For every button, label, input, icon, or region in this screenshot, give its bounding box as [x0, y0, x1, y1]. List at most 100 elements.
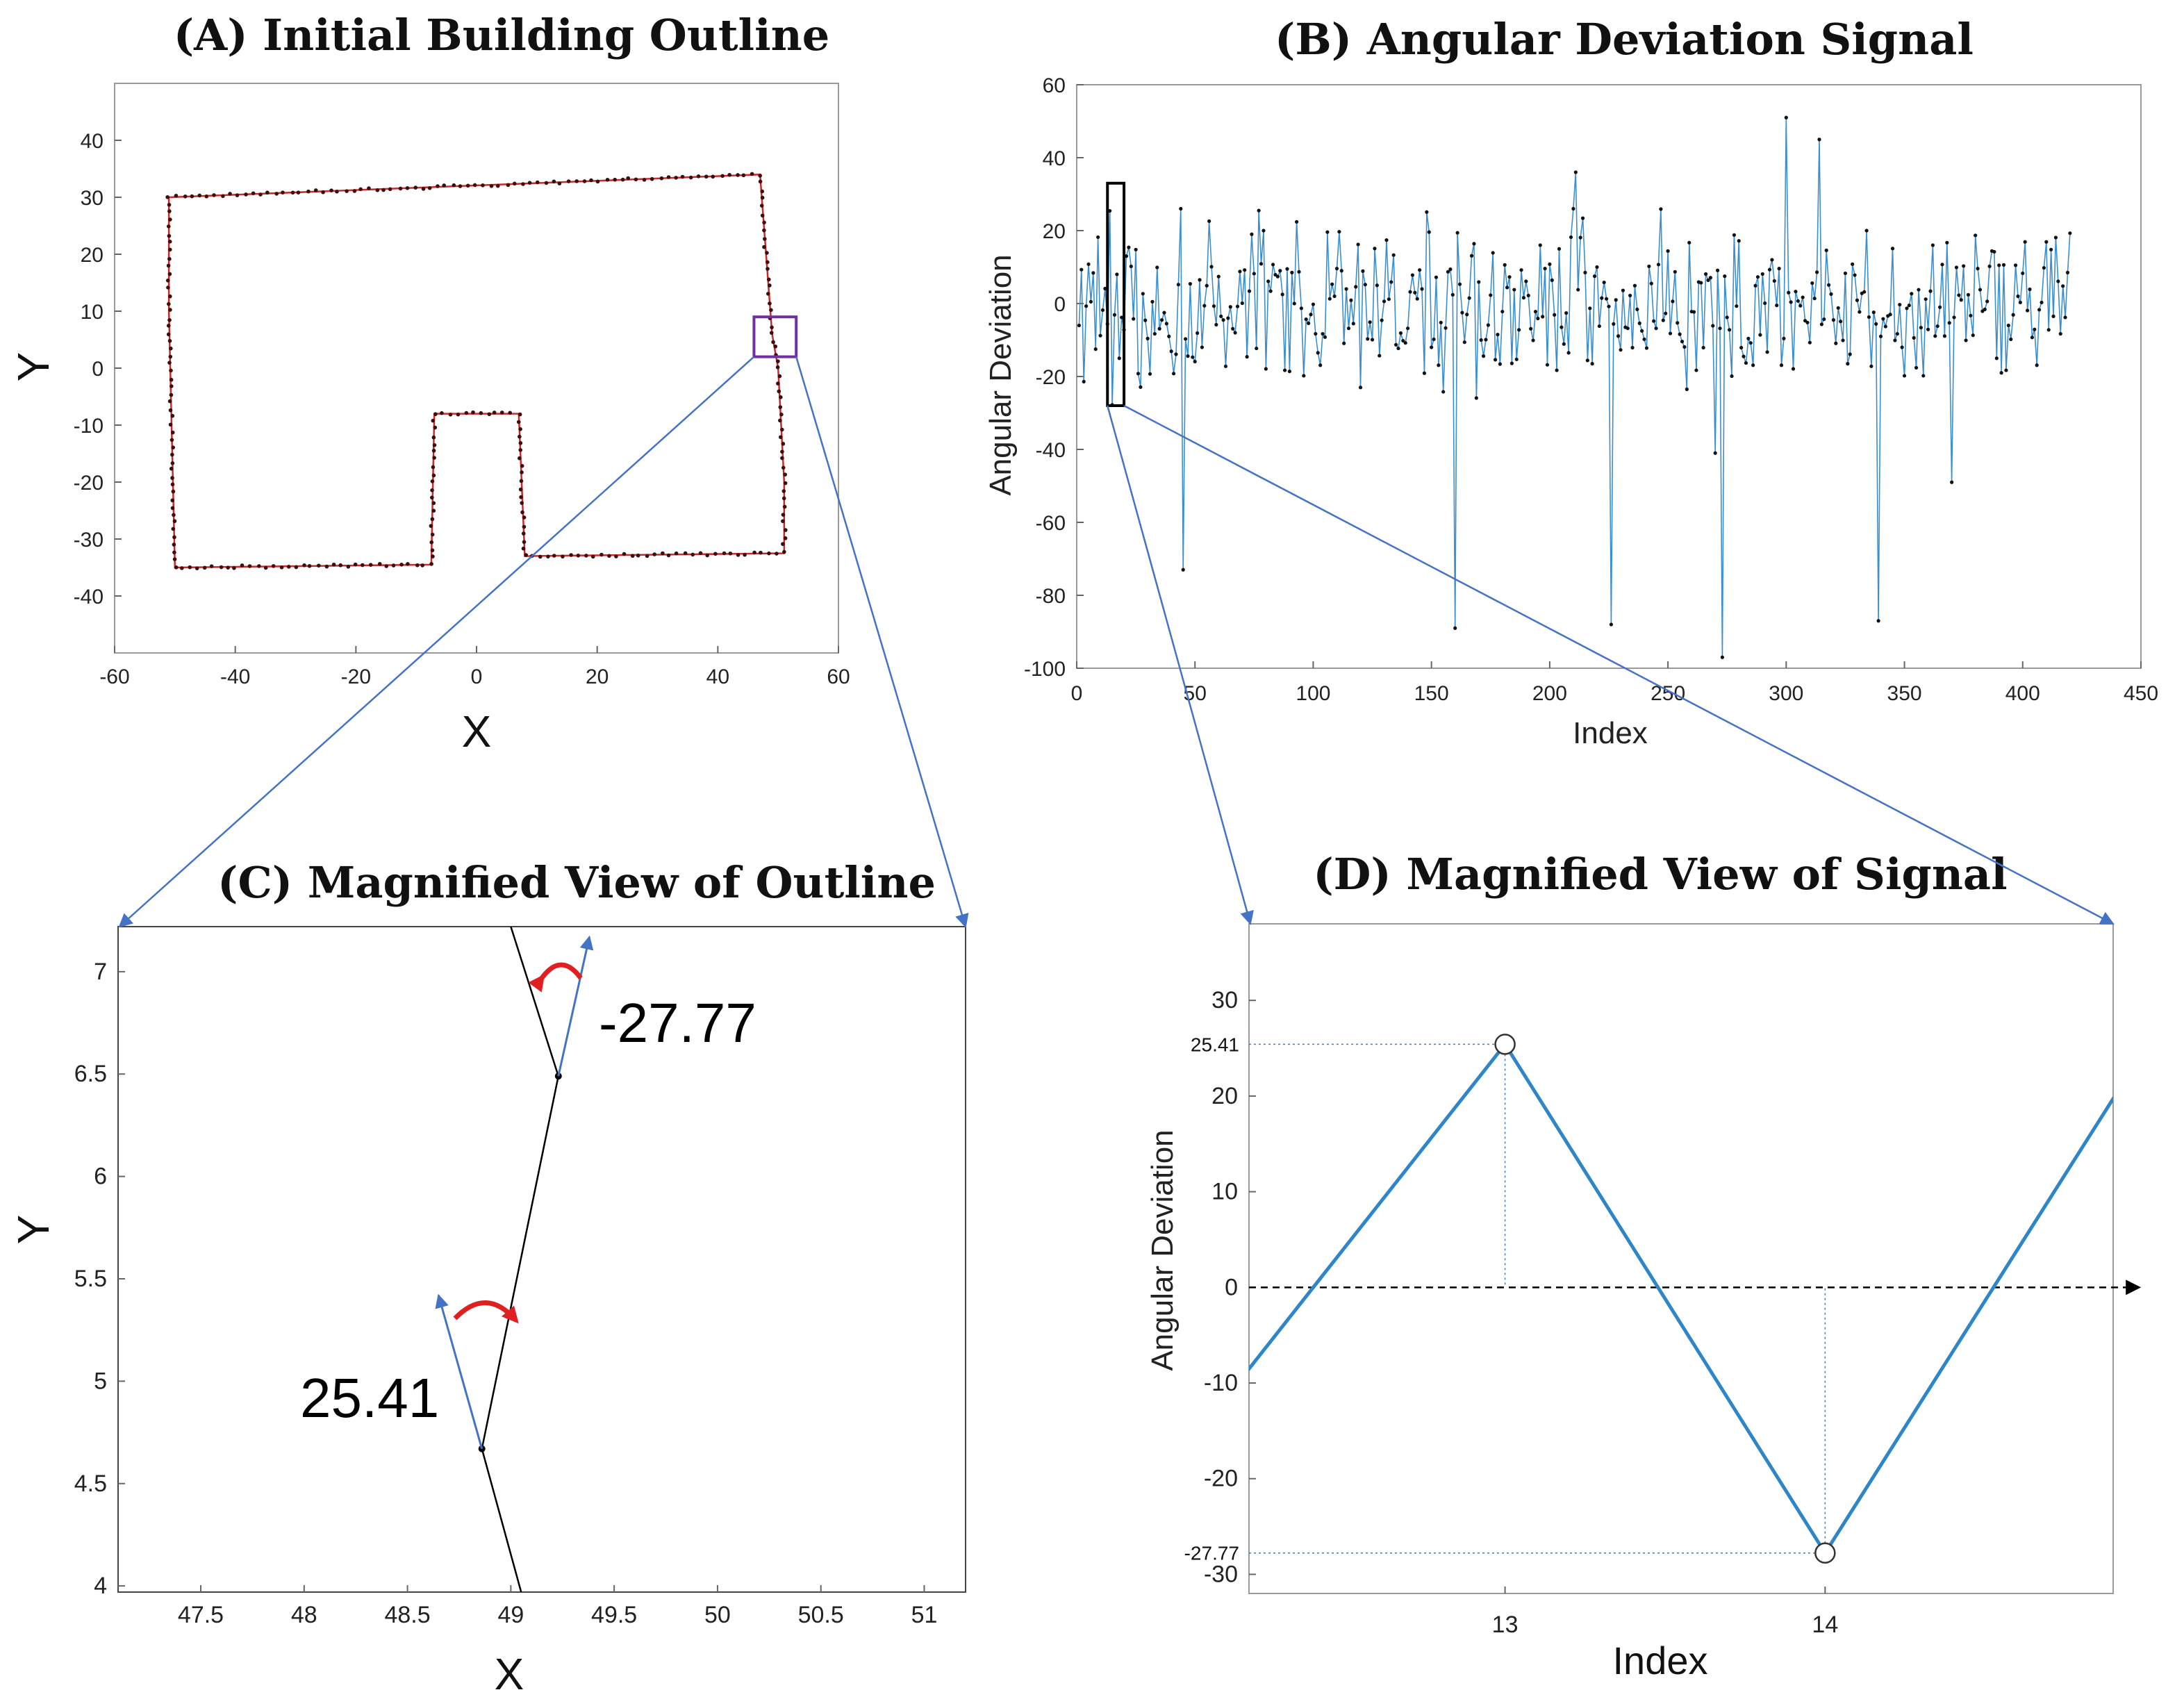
outline-point	[762, 220, 766, 225]
panel-b-title: (B) Angular Deviation Signal	[1275, 14, 1974, 65]
outline-point	[727, 172, 731, 177]
outline-point	[221, 194, 225, 199]
panel-a-y-tick-label: 20	[81, 244, 104, 267]
outline-point	[538, 554, 543, 559]
signal-point	[1112, 313, 1117, 317]
signal-point	[1221, 318, 1225, 322]
panel-b-y-tick-label: -60	[1036, 512, 1066, 535]
panel-a-y-tick-label: -30	[74, 529, 104, 552]
outline-point	[661, 551, 665, 556]
signal-point	[1196, 331, 1200, 336]
signal-point	[1432, 337, 1436, 342]
outline-point	[582, 179, 587, 183]
outline-point	[728, 551, 733, 556]
signal-point	[1798, 304, 1803, 308]
outline-point	[335, 190, 339, 194]
panel-b-y-tick-label: 60	[1043, 74, 1066, 97]
outline-point	[171, 445, 175, 449]
signal-point	[1992, 249, 1996, 254]
signal-point	[1536, 316, 1540, 321]
signal-point	[1583, 270, 1587, 274]
signal-point	[1314, 331, 1318, 336]
outline-point	[576, 553, 581, 558]
signal-point	[1694, 368, 1698, 372]
outline-point	[247, 564, 252, 568]
signal-point	[1214, 322, 1218, 327]
outline-point	[170, 461, 175, 465]
panel-c-x-axis-label: X	[495, 1649, 524, 1699]
outline-point	[487, 412, 492, 417]
outline-point	[683, 551, 688, 556]
signal-point	[2030, 336, 2034, 340]
outline-point	[290, 190, 295, 195]
signal-point	[1748, 341, 1753, 345]
outline-point	[329, 188, 333, 193]
signal-point	[1869, 364, 1873, 368]
signal-point	[1318, 363, 1323, 367]
signal-point	[1846, 362, 1850, 366]
signal-point	[1779, 363, 1784, 367]
panel-a-y-tick-label: 10	[81, 301, 104, 324]
outline-point	[780, 449, 784, 454]
outline-point	[240, 563, 245, 568]
panel-a-x-tick-label: -20	[341, 665, 371, 688]
outline-point	[776, 381, 780, 386]
outline-point	[168, 408, 173, 413]
signal-point	[1098, 333, 1102, 338]
outline-point	[169, 466, 174, 471]
signal-point	[2013, 263, 2018, 267]
signal-point	[1888, 313, 1892, 317]
signal-point	[1614, 298, 1618, 302]
signal-point	[1753, 283, 1757, 288]
signal-point	[1600, 296, 1604, 300]
signal-point	[1784, 115, 1788, 119]
signal-point	[1191, 355, 1195, 359]
outline-point	[645, 554, 650, 558]
panel-b-y-tick-label: -20	[1036, 366, 1066, 389]
outline-point	[736, 173, 740, 177]
outline-point	[680, 174, 685, 179]
signal-point	[1685, 387, 1689, 391]
signal-point	[1819, 322, 1823, 326]
signal-point	[1422, 371, 1427, 375]
peak-marker	[1494, 1034, 1516, 1055]
outline-point	[171, 527, 176, 531]
outline-point	[456, 412, 461, 417]
outline-point	[766, 260, 770, 265]
signal-point	[1716, 268, 1720, 272]
signal-point	[1474, 396, 1478, 400]
signal-point	[1890, 247, 1895, 251]
signal-point	[1526, 293, 1530, 298]
signal-point	[1930, 243, 1935, 247]
signal-point	[1573, 170, 1578, 174]
outline-point	[765, 251, 769, 255]
signal-point	[2009, 337, 2013, 342]
signal-point	[1914, 365, 1919, 370]
signal-point	[1746, 336, 1751, 340]
signal-point	[1983, 307, 1987, 311]
signal-point	[1945, 240, 1949, 245]
rotation-arc-arrow	[528, 962, 583, 993]
signal-point	[1751, 363, 1755, 367]
signal-point	[1947, 321, 1951, 325]
signal-point	[1950, 480, 1954, 484]
outline-point	[183, 194, 188, 199]
outline-point	[522, 540, 527, 545]
outline-point	[430, 495, 434, 500]
signal-point	[1711, 324, 1715, 328]
signal-point	[1344, 287, 1348, 291]
outline-point	[720, 174, 725, 179]
outline-point	[431, 448, 436, 453]
signal-point	[1384, 238, 1389, 242]
outline-point	[520, 501, 524, 505]
signal-point	[1115, 272, 1119, 276]
signal-point	[1157, 326, 1161, 331]
signal-point	[1103, 286, 1107, 291]
signal-point	[1770, 258, 1774, 262]
signal-point	[2028, 287, 2032, 292]
outline-point	[274, 192, 279, 196]
signal-point	[1243, 268, 1247, 272]
outline-point	[169, 392, 174, 397]
angle-label-positive: 25.41	[300, 1367, 439, 1429]
outline-point	[429, 524, 433, 528]
